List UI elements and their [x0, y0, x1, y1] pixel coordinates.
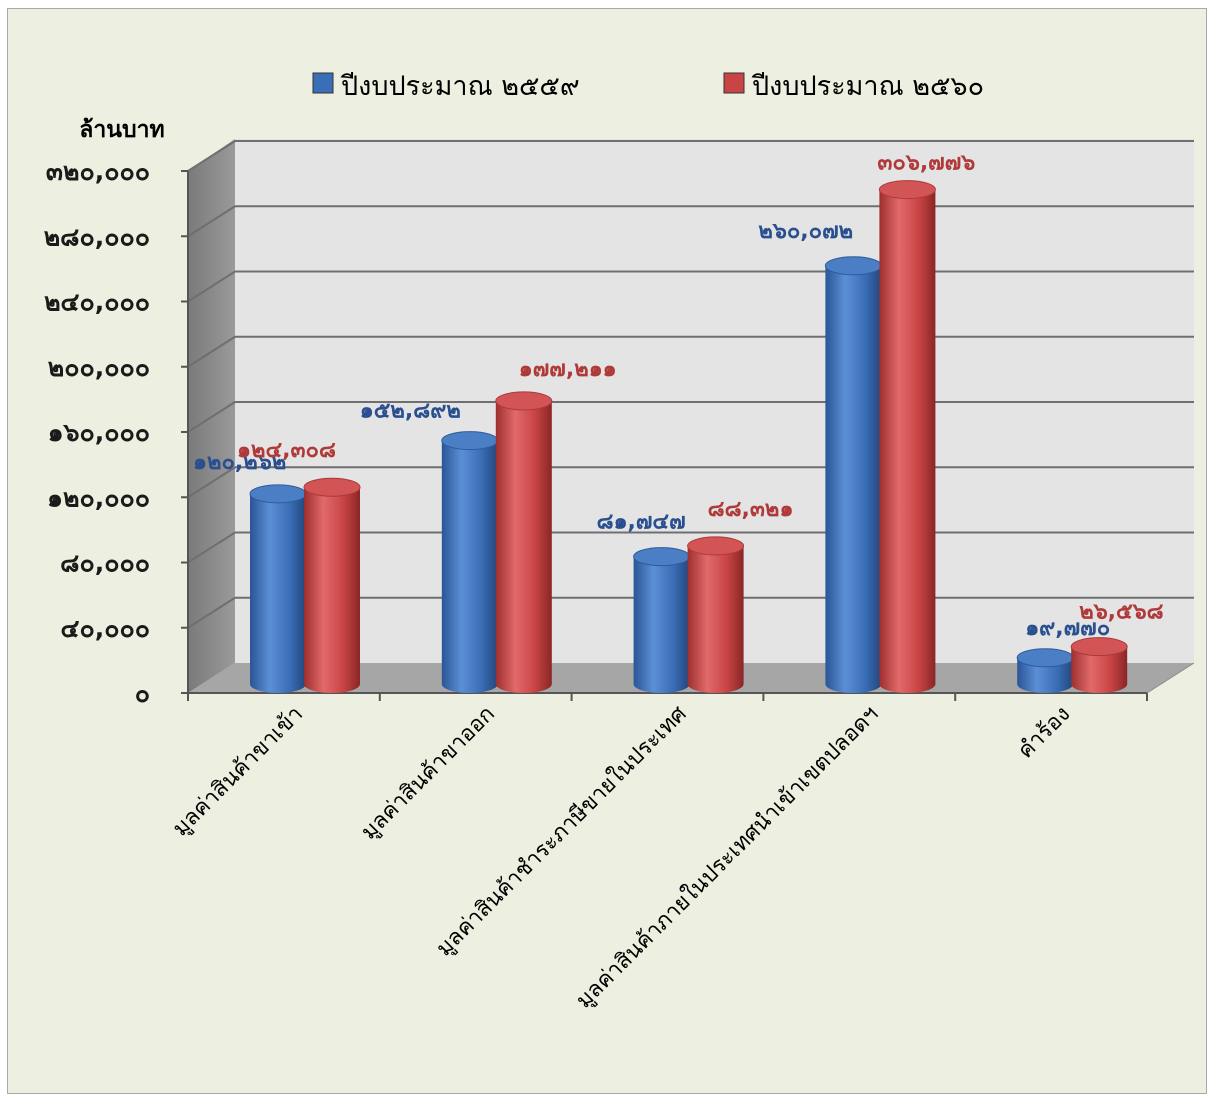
y-tick-label: ๓๒๐,๐๐๐ [46, 157, 150, 186]
category-label: มูลค่าสินค้าขาเข้า [168, 702, 308, 842]
y-tick-label: ๑๖๐,๐๐๐ [48, 418, 150, 447]
data-label: ๑๙,๗๗๐ [1025, 616, 1110, 641]
category-label: คำร้อง [1013, 702, 1075, 764]
bar-cap [441, 431, 499, 451]
bar-cap [303, 477, 361, 497]
gridline-diagonal [187, 205, 236, 238]
data-label: ๑๕๒,๘๙๒ [360, 399, 461, 424]
y-tick-label: ๑๒๐,๐๐๐ [47, 483, 150, 512]
bar-cylinder [633, 556, 690, 693]
bar-cylinder [441, 440, 498, 693]
bar-cap [687, 536, 745, 556]
data-label: ๓๐๖,๗๗๖ [877, 151, 975, 176]
bar-cap [633, 547, 691, 567]
bar-cylinder [304, 487, 360, 693]
bar-cylinder [825, 265, 882, 693]
legend-label: ปีงบประมาณ ๒๕๖๐ [752, 71, 985, 102]
legend-label: ปีงบประมาณ ๒๕๕๙ [341, 71, 580, 102]
y-tick-label: ๒๔๐,๐๐๐ [44, 288, 150, 317]
bar-cap [1016, 648, 1074, 668]
data-label: ๒๖,๕๖๘ [1079, 600, 1163, 625]
y-unit-label: ล้านบาท [79, 117, 164, 143]
data-label: ๘๘,๓๒๑ [708, 497, 794, 522]
bar-cap [878, 180, 936, 200]
y-tick-label: ๘๐,๐๐๐ [60, 549, 150, 578]
data-label: ๑๒๔,๓๐๘ [237, 438, 336, 463]
bar-cylinder [687, 545, 744, 693]
bar-cylinder [250, 493, 306, 693]
bar-cap [824, 256, 882, 276]
bar-cap [249, 484, 307, 504]
bar-cylinder [1017, 657, 1074, 693]
y-tick-label: ๔๐,๐๐๐ [61, 614, 150, 643]
gridline-diagonal [187, 335, 236, 368]
gridline-diagonal [187, 466, 236, 499]
data-label: ๘๑,๗๔๗ [597, 510, 686, 535]
gridline-diagonal [187, 140, 236, 172]
bar-cylinder [495, 400, 552, 693]
data-label: ๑๒๐,๒๖๒ [193, 450, 286, 475]
category-label: มูลค่าสินค้าภายในประเทศนำเข้าเขตปลอดฯ [571, 701, 884, 1014]
bar-cap [1070, 637, 1128, 657]
bar-cap [495, 391, 553, 411]
gridline-diagonal [187, 401, 236, 433]
bar-cylinder [879, 189, 936, 693]
category-label: มูลค่าสินค้าขาออก [357, 702, 500, 845]
floor-edge [1146, 662, 1195, 694]
gridline-diagonal [187, 531, 236, 564]
gridline-diagonal [187, 270, 236, 303]
data-label: ๑๗๗,๒๑๑ [519, 357, 617, 382]
bar-cylinder [1071, 646, 1128, 693]
y-tick-label: ๐ [135, 679, 150, 708]
legend-swatch [723, 72, 745, 94]
data-label: ๒๖๐,๐๗๒ [758, 219, 853, 244]
legend-swatch [312, 72, 334, 94]
gridline-diagonal [187, 596, 236, 629]
y-tick-label: ๒๘๐,๐๐๐ [44, 222, 150, 251]
y-tick-label: ๒๐๐,๐๐๐ [48, 353, 150, 382]
